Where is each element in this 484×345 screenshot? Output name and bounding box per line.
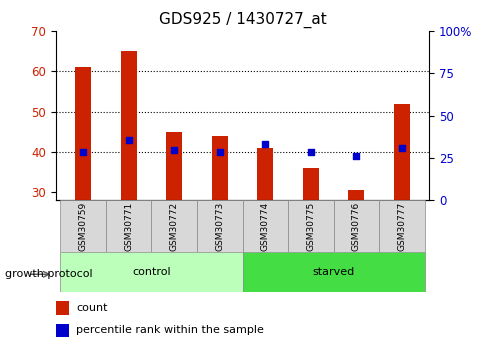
Bar — [242, 252, 424, 292]
Point — [352, 153, 360, 159]
Bar — [242, 200, 287, 252]
Bar — [166, 132, 182, 200]
Bar — [56, 324, 69, 337]
Bar — [75, 67, 91, 200]
Text: GSM30775: GSM30775 — [306, 201, 315, 250]
Bar — [302, 168, 318, 200]
Point — [397, 145, 405, 150]
Point — [79, 149, 87, 155]
Text: GSM30759: GSM30759 — [78, 201, 88, 250]
Text: starved: starved — [312, 267, 354, 277]
Bar — [287, 200, 333, 252]
Bar — [333, 200, 378, 252]
Bar — [393, 104, 409, 200]
Title: GDS925 / 1430727_at: GDS925 / 1430727_at — [158, 12, 326, 28]
Text: GSM30773: GSM30773 — [215, 201, 224, 250]
Text: percentile rank within the sample: percentile rank within the sample — [76, 325, 263, 335]
Text: control: control — [132, 267, 170, 277]
Text: GSM30777: GSM30777 — [396, 201, 406, 250]
Point — [306, 149, 314, 155]
Bar — [151, 200, 197, 252]
Bar — [56, 301, 69, 315]
Text: GSM30774: GSM30774 — [260, 201, 269, 250]
Text: GSM30776: GSM30776 — [351, 201, 360, 250]
Point — [124, 137, 132, 142]
Text: growth protocol: growth protocol — [5, 269, 92, 279]
Text: count: count — [76, 303, 107, 313]
Bar — [60, 252, 242, 292]
Bar — [257, 148, 272, 200]
Point — [261, 141, 269, 147]
Point — [215, 149, 223, 155]
Bar — [212, 136, 227, 200]
Bar — [197, 200, 242, 252]
Bar — [106, 200, 151, 252]
Bar — [378, 200, 424, 252]
Point — [170, 147, 178, 152]
Bar — [60, 200, 106, 252]
Text: GSM30771: GSM30771 — [124, 201, 133, 250]
Bar — [348, 190, 363, 200]
Text: GSM30772: GSM30772 — [169, 201, 178, 250]
Bar — [121, 51, 136, 200]
